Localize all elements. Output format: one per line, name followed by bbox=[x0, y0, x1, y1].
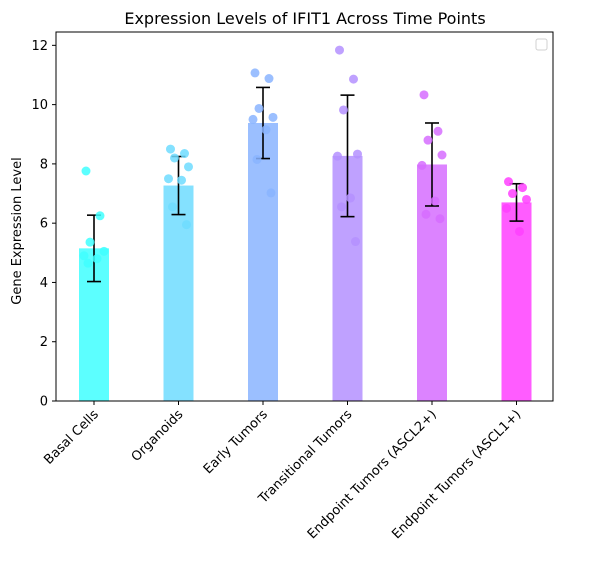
legend-box bbox=[535, 38, 548, 51]
y-tick-label-3: 6 bbox=[40, 217, 48, 232]
bar-5 bbox=[501, 202, 532, 401]
plot-frame bbox=[55, 31, 554, 402]
y-tick-label-1: 2 bbox=[40, 335, 48, 350]
point-3-5 bbox=[346, 193, 355, 203]
chart-title: Expression Levels of IFIT1 Across Time P… bbox=[124, 9, 485, 28]
point-1-2 bbox=[170, 153, 179, 163]
point-3-3 bbox=[353, 149, 362, 159]
point-5-0 bbox=[504, 177, 513, 187]
point-2-0 bbox=[250, 68, 260, 78]
point-3-0 bbox=[335, 45, 344, 55]
point-0-5 bbox=[92, 254, 102, 264]
point-2-3 bbox=[268, 112, 278, 122]
point-0-0 bbox=[81, 166, 91, 176]
x-tick-label-2: Early Tumors bbox=[201, 407, 271, 477]
point-0-2 bbox=[85, 237, 95, 247]
bar-1 bbox=[163, 185, 194, 401]
point-2-5 bbox=[261, 125, 271, 135]
point-4-6 bbox=[421, 209, 431, 219]
point-1-0 bbox=[166, 144, 175, 154]
bar-2 bbox=[248, 122, 278, 402]
point-4-3 bbox=[437, 150, 447, 160]
y-tick-label-5: 10 bbox=[31, 98, 48, 113]
point-2-6 bbox=[252, 154, 262, 164]
x-ticks-group: Basal Cells Organoids Early TumorsTransiti… bbox=[41, 401, 524, 542]
point-5-4 bbox=[502, 203, 511, 213]
point-2-1 bbox=[264, 74, 274, 84]
bars-group bbox=[79, 122, 532, 402]
point-1-7 bbox=[182, 220, 191, 230]
point-0-6 bbox=[83, 258, 93, 268]
point-4-7 bbox=[435, 214, 445, 224]
point-3-1 bbox=[349, 74, 358, 84]
point-3-6 bbox=[337, 202, 346, 212]
errorbars-group bbox=[87, 86, 524, 283]
y-ticks-group: 0 2 4 6 8 10 12 bbox=[31, 39, 56, 410]
point-0-4 bbox=[79, 251, 89, 261]
point-4-0 bbox=[419, 90, 429, 100]
point-4-2 bbox=[423, 135, 433, 145]
point-4-4 bbox=[417, 160, 427, 170]
point-5-2 bbox=[508, 189, 517, 199]
point-0-1 bbox=[95, 211, 105, 221]
point-0-3 bbox=[99, 246, 109, 256]
point-3-2 bbox=[339, 105, 348, 115]
point-3-4 bbox=[333, 151, 342, 161]
point-5-3 bbox=[522, 194, 531, 204]
x-tick-label-1: Organoids bbox=[129, 407, 187, 465]
points-group bbox=[79, 45, 531, 268]
y-axis-label: Gene Expression Level bbox=[10, 157, 25, 304]
point-1-5 bbox=[177, 175, 186, 185]
point-1-4 bbox=[164, 174, 173, 184]
point-2-4 bbox=[248, 114, 258, 124]
point-2-7 bbox=[266, 188, 276, 198]
point-1-3 bbox=[184, 162, 193, 172]
y-tick-label-4: 8 bbox=[40, 157, 48, 172]
y-tick-label-0: 0 bbox=[40, 395, 48, 410]
x-tick-label-0: Basal Cells bbox=[41, 407, 102, 468]
point-1-1 bbox=[180, 149, 189, 159]
point-5-1 bbox=[518, 183, 527, 193]
point-1-6 bbox=[168, 202, 177, 212]
point-4-1 bbox=[433, 126, 443, 136]
x-tick-label-3: Transitional Tumors bbox=[255, 407, 355, 507]
point-5-5 bbox=[515, 226, 524, 236]
point-2-2 bbox=[254, 103, 264, 113]
y-tick-label-2: 4 bbox=[40, 276, 48, 291]
point-4-5 bbox=[430, 196, 440, 206]
point-3-7 bbox=[351, 237, 360, 247]
y-tick-label-6: 12 bbox=[31, 39, 48, 54]
